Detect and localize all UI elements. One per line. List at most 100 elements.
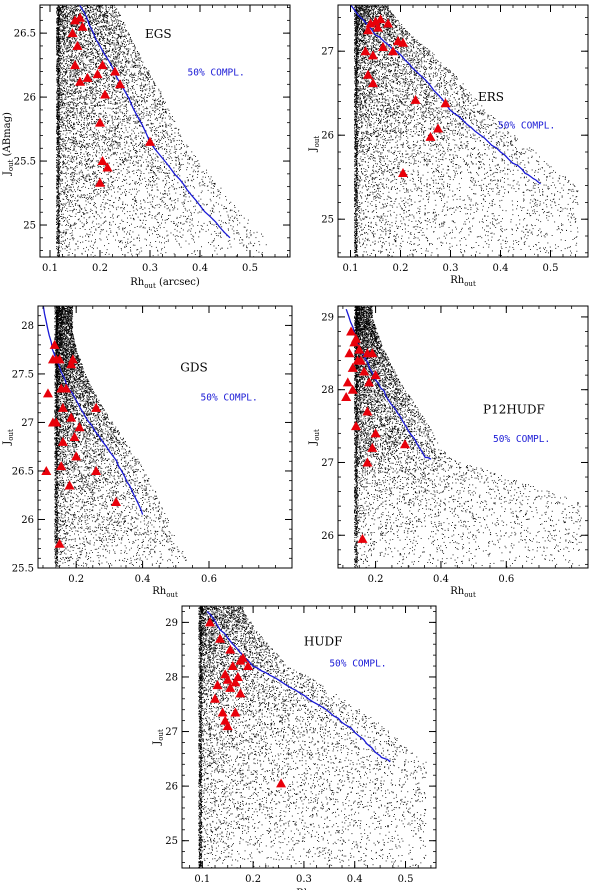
source-point [169, 210, 171, 212]
source-point [134, 132, 135, 134]
source-point [67, 119, 69, 121]
source-point [131, 255, 133, 257]
source-point [149, 181, 151, 183]
source-point [122, 113, 124, 115]
source-point [103, 50, 105, 52]
source-point [111, 95, 113, 97]
source-point [121, 88, 122, 90]
source-point [82, 144, 84, 146]
source-point [127, 84, 129, 86]
source-point [91, 197, 93, 199]
source-point [76, 39, 77, 41]
source-point [170, 163, 172, 164]
source-point [99, 38, 100, 40]
source-point [66, 25, 68, 27]
source-point [117, 234, 118, 236]
source-point [67, 254, 69, 256]
source-point [62, 124, 64, 126]
source-point [95, 20, 97, 22]
source-point [66, 102, 68, 104]
source-point [194, 187, 195, 189]
source-point [152, 177, 153, 178]
source-point [163, 101, 165, 103]
source-point [108, 69, 110, 71]
source-point [81, 110, 82, 112]
source-point [113, 135, 115, 137]
source-point [66, 124, 68, 126]
source-point [162, 132, 163, 134]
source-point [96, 176, 98, 178]
source-point [80, 45, 82, 47]
source-point [68, 214, 70, 216]
source-point [85, 64, 86, 66]
source-point [116, 38, 118, 40]
source-point [157, 134, 159, 136]
source-point [217, 189, 219, 191]
source-point [162, 214, 163, 215]
source-point [208, 176, 209, 178]
source-point [109, 46, 111, 47]
source-point [88, 87, 90, 89]
source-point [84, 24, 86, 26]
source-point [86, 194, 88, 196]
source-point [114, 27, 116, 29]
source-point [222, 222, 224, 224]
source-point [66, 180, 68, 182]
source-point [103, 83, 105, 84]
source-point [62, 24, 64, 26]
source-point [112, 111, 114, 113]
source-point [97, 90, 99, 92]
source-point [86, 83, 88, 84]
source-point [119, 14, 121, 16]
source-point [63, 15, 64, 17]
source-point [68, 129, 69, 131]
source-point [225, 223, 227, 224]
source-point [120, 46, 122, 47]
source-point [95, 97, 97, 98]
source-point [91, 247, 93, 248]
source-point [225, 196, 227, 197]
source-point [127, 40, 129, 41]
source-point [130, 193, 132, 195]
source-point [130, 66, 132, 68]
source-point [109, 56, 111, 58]
source-point [123, 39, 125, 40]
source-point [83, 65, 85, 67]
source-point [176, 144, 177, 146]
source-point [59, 141, 61, 143]
source-point [107, 42, 108, 44]
source-point [89, 245, 91, 247]
source-point [60, 203, 62, 205]
source-point [108, 208, 110, 210]
source-point [152, 171, 154, 173]
source-point [123, 41, 125, 42]
source-point [126, 109, 127, 111]
source-point [243, 226, 245, 228]
source-point [176, 148, 178, 150]
source-point [74, 13, 75, 15]
source-point [110, 217, 112, 218]
source-point [92, 105, 94, 106]
source-point [70, 83, 72, 85]
source-point [168, 154, 170, 156]
source-point [85, 81, 87, 83]
source-point [83, 35, 85, 37]
source-point [69, 130, 71, 132]
source-point [159, 147, 161, 148]
source-point [63, 123, 65, 125]
source-point [80, 171, 82, 173]
source-point [66, 49, 68, 51]
source-point [114, 37, 116, 39]
source-point [63, 38, 64, 40]
source-point [90, 49, 91, 50]
source-point [89, 61, 91, 63]
source-point [127, 241, 128, 243]
source-point [66, 59, 68, 61]
source-point [214, 183, 216, 185]
source-point [67, 89, 69, 91]
source-point [68, 54, 69, 56]
source-point [191, 238, 193, 240]
source-point [78, 63, 80, 65]
source-point [63, 35, 65, 36]
source-point [64, 32, 65, 34]
